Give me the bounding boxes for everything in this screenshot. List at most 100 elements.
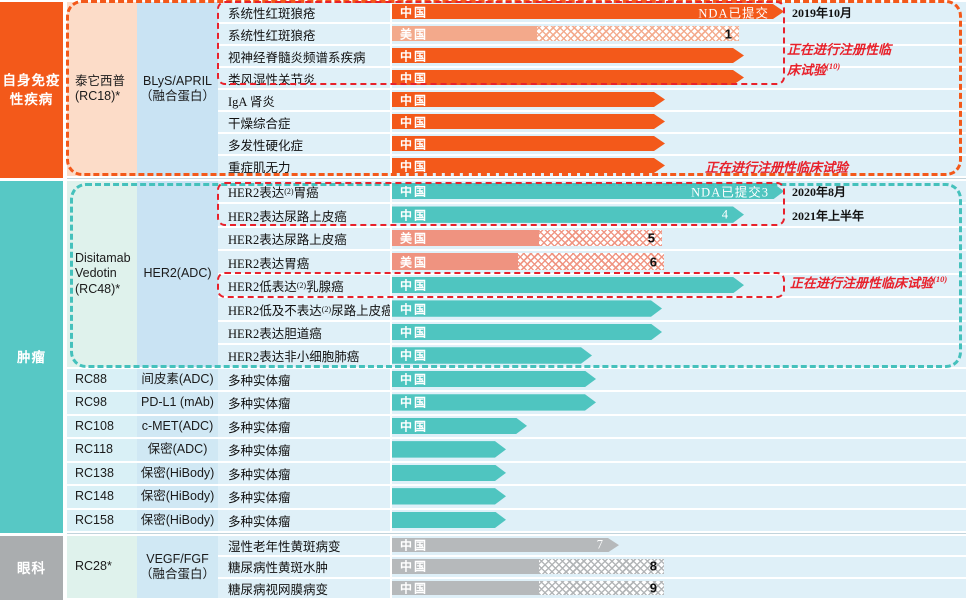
region-label: 中国 <box>400 208 429 223</box>
region-label: 中国 <box>400 184 429 199</box>
bar-status-label: 7 <box>596 537 604 552</box>
indication-text: 多种实体瘤 <box>228 420 291 435</box>
pipeline-row: IgA 肾炎 中国 <box>218 90 966 112</box>
pipeline-row: 糖尿病性黄斑水肿 中国 8 <box>218 557 966 579</box>
bar-solid-segment: 中国 <box>392 580 539 596</box>
target-name: 间皮素(ADC) <box>141 371 214 386</box>
indication-text: HER2表达胃癌 <box>228 256 310 271</box>
date-text: 2021年上半年 <box>792 208 865 223</box>
bar-solid-segment: 中国 <box>392 394 596 410</box>
indication-cell: 糖尿病视网膜病变 <box>218 579 390 598</box>
indication-text: HER2表达 <box>228 186 285 201</box>
footnote-number: 1 <box>724 26 732 41</box>
bar-solid-segment <box>392 441 506 457</box>
indication-text: 系统性红斑狼疮 <box>228 28 316 43</box>
category-label: 自身免疫 <box>2 73 61 88</box>
target-cell-RC18: BLyS/APRIL （融合蛋白） <box>137 2 218 178</box>
bar-solid-segment: 中国 <box>392 114 665 129</box>
bar-hatched-segment: 9 <box>539 580 664 595</box>
indication-cell: 重症肌无力 <box>218 156 390 176</box>
target-cell-RC88: 间皮素(ADC) <box>137 368 218 393</box>
region-label: 中国 <box>400 538 429 553</box>
column-divider <box>390 251 392 274</box>
column-divider <box>390 227 392 251</box>
indication-cell: HER2表达尿路上皮癌 <box>218 228 390 249</box>
column-divider <box>390 345 392 368</box>
indication-text: 胃癌 <box>293 186 319 201</box>
column-divider <box>390 112 392 133</box>
indication-cell: 视神经脊髓炎频谱系疾病 <box>218 46 390 66</box>
column-divider <box>390 90 392 111</box>
indication-cell: 多种实体瘤 <box>218 439 390 460</box>
region-label: 中国 <box>400 372 429 387</box>
bar-solid-segment: 中国 <box>392 277 744 293</box>
region-label: 中国 <box>400 5 429 19</box>
target-cell-RC108: c-MET(ADC) <box>137 415 218 440</box>
drug-name: RC98 <box>75 395 107 410</box>
region-label: 美国 <box>400 255 429 270</box>
pipeline-row: 重症肌无力 中国 <box>218 156 966 178</box>
region-label: 中国 <box>400 581 429 596</box>
column-divider <box>390 462 392 486</box>
note-text: 正在进行注册性临床试验 <box>790 275 934 291</box>
registration-trial-note: 正在进行注册性临床试验 <box>705 159 848 176</box>
footnote-number: 8 <box>649 558 657 574</box>
column-divider <box>390 274 392 298</box>
pipeline-row: 多种实体瘤 <box>218 486 966 510</box>
note-text: 正在进行注册性临 <box>787 42 892 57</box>
category-oncology: 肿瘤 <box>0 181 63 533</box>
indication-text: 多发性硬化症 <box>228 138 304 153</box>
pipeline-row: 多发性硬化症 中国 <box>218 134 966 156</box>
category-autoimmune: 自身免疫 性疾病 <box>0 2 63 178</box>
pipeline-row: 干燥综合症 中国 <box>218 112 966 134</box>
region-label: 中国 <box>400 419 429 434</box>
target-name: 保密(HiBody) <box>140 489 215 504</box>
indication-cell: 多种实体瘤 <box>218 369 390 390</box>
indication-cell: IgA 肾炎 <box>218 90 390 110</box>
column-divider <box>390 368 392 392</box>
pipeline-row: 多种实体瘤 中国 <box>218 368 966 393</box>
indication-text: 视神经脊髓炎频谱系疾病 <box>228 50 366 65</box>
drug-cell-RC148: RC148 <box>67 486 137 510</box>
column-divider <box>390 68 392 89</box>
column-divider <box>390 46 392 67</box>
indication-text: 多种实体瘤 <box>228 514 291 529</box>
stage-progress-bar: 中国 <box>392 48 744 63</box>
drug-name: RC138 <box>75 465 114 480</box>
bar-solid-segment <box>392 512 506 528</box>
indication-text: 类风湿性关节炎 <box>228 72 316 87</box>
indication-text: HER2表达尿路上皮癌 <box>228 233 347 248</box>
column-divider <box>390 557 392 578</box>
bar-solid-segment: 美国 <box>392 26 537 41</box>
column-divider <box>390 578 392 599</box>
stage-progress-bar <box>392 441 506 457</box>
indication-text: 系统性红斑狼疮 <box>228 6 316 21</box>
column-divider <box>390 134 392 155</box>
pipeline-row: 多种实体瘤 <box>218 462 966 487</box>
drug-name: RC88 <box>75 371 107 386</box>
note-line: 正在进行注册性临床试验(10) <box>790 271 947 291</box>
indication-cell: 系统性红斑狼疮 <box>218 24 390 44</box>
pipeline-row: 糖尿病视网膜病变 中国 9 <box>218 578 966 600</box>
indication-cell: 干燥综合症 <box>218 112 390 132</box>
target-cell-RC148: 保密(HiBody) <box>137 486 218 510</box>
indication-cell: HER2低表达 (2) 乳腺癌 <box>218 275 390 296</box>
column-divider <box>390 392 392 415</box>
bar-solid-segment: 中国 <box>392 136 665 151</box>
drug-name: RC28* <box>75 559 112 574</box>
pipeline-row: 视神经脊髓炎频谱系疾病 中国 <box>218 46 966 68</box>
pipeline-row: 多种实体瘤 中国 <box>218 392 966 416</box>
region-label: 中国 <box>400 348 429 363</box>
stage-progress-bar: 美国 1 <box>392 26 739 41</box>
date-text: 2020年8月 <box>792 185 847 200</box>
bar-solid-segment: 中国 NDA已提交3 <box>392 183 784 199</box>
stage-progress-bar: 中国 <box>392 394 596 410</box>
column-divider <box>390 156 392 177</box>
stage-progress-bar: 中国 9 <box>392 580 664 596</box>
stage-progress-bar: 美国 5 <box>392 229 662 247</box>
stage-progress-bar: 中国 <box>392 70 744 85</box>
bar-solid-segment: 中国 <box>392 92 665 107</box>
column-divider <box>390 204 392 227</box>
target-cell-RC138: 保密(HiBody) <box>137 462 218 487</box>
